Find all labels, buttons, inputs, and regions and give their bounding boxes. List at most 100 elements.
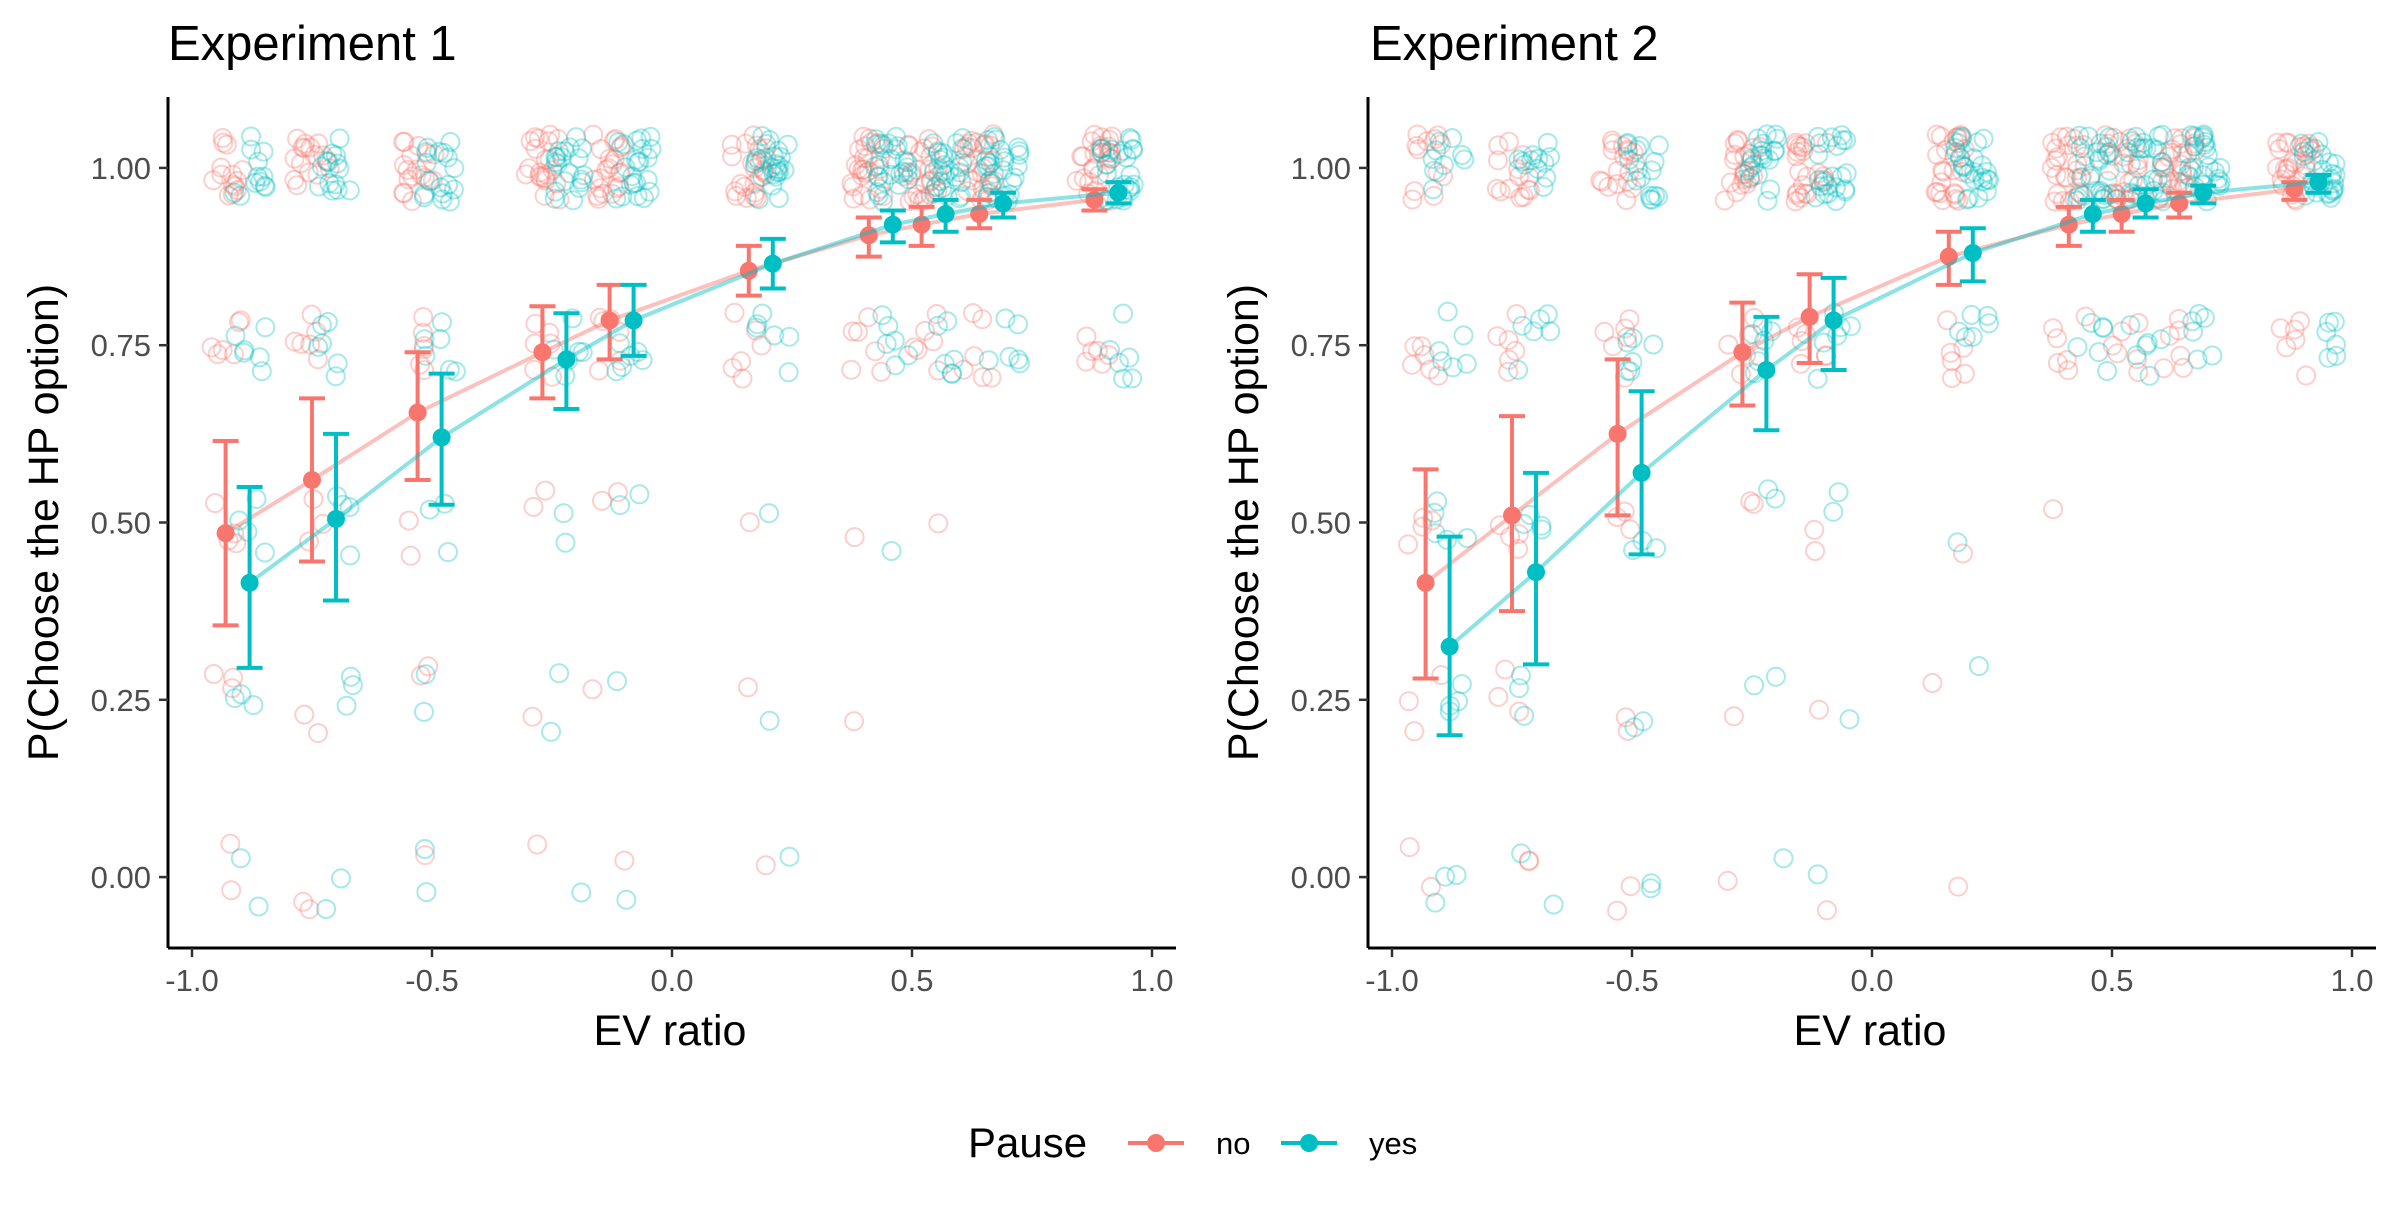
raw-response-point <box>2159 325 2180 346</box>
raw-response-point <box>290 153 311 174</box>
raw-response-point <box>962 170 983 191</box>
raw-response-point <box>976 150 996 171</box>
raw-response-point <box>414 701 434 722</box>
raw-response-point <box>312 333 332 354</box>
raw-response-point <box>1808 144 1829 165</box>
raw-response-point <box>1648 135 1669 156</box>
raw-response-point <box>402 191 422 212</box>
raw-response-point <box>1756 124 1777 145</box>
raw-response-point <box>923 133 944 154</box>
raw-response-point <box>562 308 583 329</box>
raw-response-point <box>2069 125 2090 146</box>
data-point <box>970 205 989 224</box>
raw-response-point <box>220 833 241 854</box>
raw-response-point <box>393 182 414 203</box>
raw-response-point <box>1540 321 1561 342</box>
raw-response-point <box>1091 353 1112 374</box>
raw-response-point <box>1427 491 1448 512</box>
raw-response-point <box>295 133 316 154</box>
raw-response-point <box>2078 126 2099 147</box>
raw-response-point <box>928 157 949 178</box>
raw-response-point <box>1785 132 1806 153</box>
y-tick-label: 0.00 <box>1291 860 1351 895</box>
raw-response-point <box>439 359 460 380</box>
raw-response-point <box>1514 705 1535 726</box>
raw-response-point <box>616 889 637 910</box>
raw-response-point <box>2069 182 2090 203</box>
raw-response-point <box>1008 137 1029 158</box>
raw-response-points <box>201 124 1144 920</box>
raw-response-point <box>975 134 996 155</box>
raw-response-point <box>1944 184 1965 205</box>
raw-response-point <box>340 545 361 566</box>
raw-response-point <box>607 482 628 503</box>
raw-response-point <box>1952 155 1973 176</box>
raw-response-point <box>2296 144 2317 165</box>
raw-response-point <box>744 158 765 179</box>
raw-response-point <box>944 349 964 370</box>
raw-response-point <box>546 147 567 168</box>
raw-response-point <box>1122 368 1143 389</box>
raw-response-point <box>1433 166 1453 187</box>
raw-response-point <box>545 152 566 172</box>
raw-response-point <box>2326 345 2347 366</box>
raw-response-point <box>980 135 1001 156</box>
raw-response-point <box>2171 154 2192 175</box>
raw-response-point <box>414 329 435 350</box>
data-point <box>739 261 758 280</box>
raw-response-point <box>1740 167 1761 188</box>
raw-response-point <box>1720 172 1741 193</box>
raw-response-point <box>222 174 243 195</box>
y-axis-title: P(Choose the HP option) <box>1220 284 1268 761</box>
data-point <box>1824 311 1843 330</box>
raw-response-point <box>880 164 901 185</box>
raw-response-point <box>2094 185 2115 206</box>
raw-response-point <box>1009 353 1030 374</box>
raw-response-point <box>967 162 988 182</box>
raw-response-point <box>1949 147 1970 168</box>
raw-response-point <box>284 169 305 190</box>
data-point <box>624 311 643 330</box>
raw-response-point <box>2184 133 2205 154</box>
data-point <box>533 343 552 362</box>
raw-response-point <box>1976 162 1997 182</box>
raw-response-point <box>615 157 636 178</box>
y-tick-label: 0.75 <box>91 328 151 363</box>
raw-response-point <box>414 839 435 859</box>
raw-response-point <box>1101 139 1122 160</box>
raw-response-point <box>1098 345 1119 365</box>
data-point <box>2170 194 2189 213</box>
raw-response-point <box>762 175 783 196</box>
raw-response-point <box>894 150 915 171</box>
raw-response-point <box>1789 136 1810 157</box>
raw-response-point <box>2195 132 2216 152</box>
raw-response-point <box>284 148 305 169</box>
raw-response-point <box>1971 155 1992 176</box>
raw-response-point <box>1091 127 1112 148</box>
raw-response-point <box>1112 140 1133 161</box>
raw-response-point <box>1836 130 1857 151</box>
raw-response-point <box>1432 351 1453 372</box>
data-point <box>859 226 878 245</box>
raw-response-point <box>1948 133 1969 153</box>
raw-response-point <box>1543 894 1564 915</box>
raw-response-point <box>1534 152 1555 173</box>
raw-response-point <box>222 678 243 699</box>
data-point <box>994 194 1013 213</box>
raw-response-point <box>254 175 275 196</box>
raw-response-point <box>2093 318 2114 339</box>
raw-response-point <box>2299 136 2320 157</box>
raw-response-point <box>981 367 1002 388</box>
raw-response-point <box>752 126 773 147</box>
raw-response-point <box>301 304 322 325</box>
raw-response-point <box>2128 313 2149 333</box>
raw-response-point <box>1514 154 1535 175</box>
raw-response-point <box>247 166 268 187</box>
data-point <box>1632 463 1651 482</box>
raw-response-point <box>1836 163 1857 184</box>
raw-response-point <box>227 170 248 191</box>
raw-response-point <box>878 133 899 154</box>
raw-response-point <box>983 124 1004 145</box>
raw-response-point <box>604 130 625 151</box>
raw-response-point <box>401 145 422 166</box>
